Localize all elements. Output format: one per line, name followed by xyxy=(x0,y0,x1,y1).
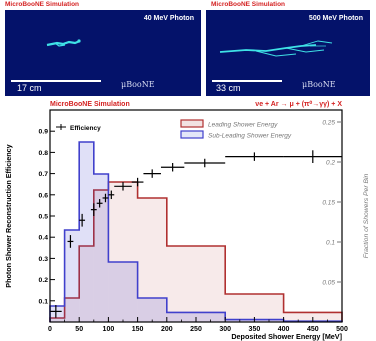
event-display-label: 40 MeV Photon xyxy=(143,15,194,22)
leading-hist-bin xyxy=(64,298,80,322)
y-tick-label: 0.6 xyxy=(39,192,49,199)
y-tick-label: 0.2 xyxy=(39,277,49,284)
event-display-label: 500 MeV Photon xyxy=(308,15,363,22)
legend-leading-label: Leading Shower Energy xyxy=(208,122,278,129)
scale-bar xyxy=(212,80,282,82)
y-tick-label: 0.3 xyxy=(39,256,49,263)
legend-leading-swatch xyxy=(180,119,204,128)
legend-subleading-swatch xyxy=(180,130,204,139)
y2-tick-label: 0.1 xyxy=(326,240,335,247)
x-tick-label: 450 xyxy=(307,326,319,333)
legend-subleading-label: Sub-Leading Shower Energy xyxy=(208,133,292,140)
x-tick-label: 150 xyxy=(132,326,144,333)
x-tick-label: 50 xyxy=(75,326,83,333)
process-label: νe + Ar → μ + (π⁰→γγ) + X xyxy=(255,100,342,108)
leading-hist-bin xyxy=(166,246,226,322)
display-header-left: MicroBooNE Simulation xyxy=(5,1,80,8)
efficiency-chart: MicroBooNE Simulation νe + Ar → μ + (π⁰→… xyxy=(4,100,370,341)
event-display-40mev: 40 MeV Photon 17 cm μBooNE xyxy=(5,10,201,96)
x-tick-label: 400 xyxy=(278,326,290,333)
microboone-logo: μBooNE xyxy=(121,80,155,89)
x-tick-label: 100 xyxy=(103,326,115,333)
x-tick-label: 300 xyxy=(219,326,231,333)
y-tick-label: 0.9 xyxy=(39,129,49,136)
microboone-logo: μBooNE xyxy=(302,80,336,89)
leading-hist-bin xyxy=(137,198,167,322)
y-axis-label: Photon Shower Reconstruction Efficiency xyxy=(4,144,13,287)
leading-hist-bin xyxy=(50,318,65,322)
subleading-hist-bin xyxy=(108,262,138,322)
subleading-hist-bin xyxy=(137,298,167,322)
scale-label: 33 cm xyxy=(216,83,241,93)
y2-tick-label: 0.2 xyxy=(326,160,335,167)
subleading-hist-bin xyxy=(79,142,94,322)
leading-hist-bin xyxy=(93,190,109,322)
photon-track-500mev xyxy=(219,40,333,57)
leading-hist-bin xyxy=(108,182,138,322)
y2-tick-label: 0.05 xyxy=(322,280,335,287)
x-axis-label: Deposited Shower Energy [MeV] xyxy=(231,332,342,341)
x-tick-label: 0 xyxy=(48,326,52,333)
chart-title: MicroBooNE Simulation xyxy=(50,101,130,108)
y-tick-label: 0.8 xyxy=(39,150,49,157)
scale-bar xyxy=(11,80,101,82)
x-tick-label: 500 xyxy=(336,326,348,333)
legend-efficiency-label: Efficiency xyxy=(70,125,101,132)
subleading-hist-outline xyxy=(49,141,343,322)
y-tick-label: 0.5 xyxy=(39,214,49,221)
y-tick-label: 0.4 xyxy=(39,235,49,242)
subleading-hist-bin xyxy=(50,306,65,322)
leading-hist-bin xyxy=(79,246,94,322)
x-tick-label: 350 xyxy=(249,326,261,333)
y-tick-label: 0.7 xyxy=(39,171,49,178)
y2-tick-label: 0.15 xyxy=(322,200,335,207)
y2-tick-label: 0.25 xyxy=(322,120,335,127)
leading-hist-outline xyxy=(49,181,343,322)
x-tick-label: 250 xyxy=(190,326,202,333)
subleading-hist-bin xyxy=(93,174,109,322)
subleading-hist-bin xyxy=(64,230,80,322)
y-tick-label: 0.1 xyxy=(39,298,49,305)
display-header-right: MicroBooNE Simulation xyxy=(211,1,286,8)
photon-track-40mev xyxy=(46,39,81,47)
x-tick-label: 200 xyxy=(161,326,173,333)
y2-axis-label: Fraction of Showers Per Bin xyxy=(363,173,370,258)
scale-label: 17 cm xyxy=(17,83,42,93)
event-display-500mev: 500 MeV Photon 33 cm μBooNE xyxy=(206,10,370,96)
